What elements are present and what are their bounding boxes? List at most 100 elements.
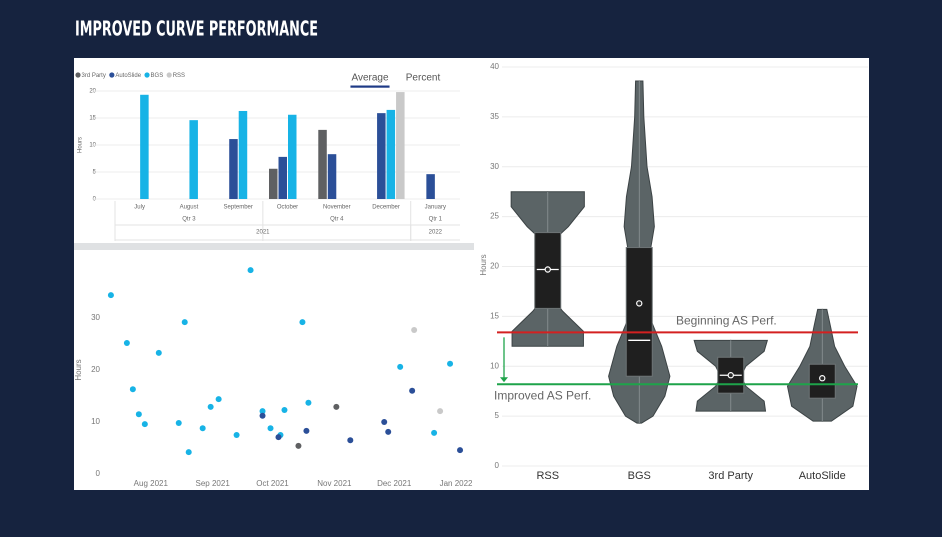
- legend-label: BGS: [151, 73, 164, 79]
- bar: [229, 139, 238, 199]
- y-tick-label: 35: [490, 112, 499, 121]
- scatter-point: [409, 387, 416, 394]
- bar: [278, 156, 287, 199]
- x-tick-label: August: [180, 205, 199, 211]
- mean: [544, 266, 551, 273]
- legend-marker: [166, 72, 172, 78]
- y-tick-label: 20: [91, 365, 100, 374]
- x-tick-label: Jan 2022: [440, 479, 473, 488]
- y-tick-label: 5: [495, 411, 500, 420]
- tab[interactable]: Percent: [406, 73, 441, 84]
- y-tick-label: 10: [91, 417, 100, 426]
- scatter-point: [431, 429, 438, 436]
- bar: [238, 110, 248, 199]
- y-tick-label: 5: [93, 170, 97, 176]
- bar-panel: [74, 58, 474, 243]
- legend-marker: [75, 72, 81, 78]
- bar: [377, 113, 386, 199]
- x-tick-label: January: [425, 205, 446, 211]
- y-axis-label: Hours: [78, 137, 84, 153]
- scatter-point: [447, 360, 454, 367]
- x-tick-label: September: [224, 205, 253, 211]
- scatter-point: [303, 427, 310, 434]
- scatter-point: [135, 411, 142, 418]
- x-tick-label: October: [277, 205, 298, 211]
- scatter-point: [281, 407, 288, 414]
- tab[interactable]: Average: [351, 73, 389, 84]
- scatter-point: [259, 408, 266, 415]
- box: [625, 247, 653, 377]
- bar: [386, 109, 396, 199]
- scatter-point: [385, 428, 392, 435]
- x-tick-label: Oct 2021: [256, 479, 289, 488]
- legend-label: 3rd Party: [82, 73, 106, 79]
- scatter-point: [175, 420, 182, 427]
- tab-underline: [350, 85, 390, 88]
- scatter-point: [141, 421, 148, 428]
- y-tick-label: 20: [490, 262, 499, 271]
- scatter-panel: [74, 250, 474, 490]
- scatter-point: [457, 447, 464, 454]
- scatter-point: [295, 442, 302, 449]
- x-tick-label: RSS: [536, 470, 559, 482]
- panel-divider: [74, 243, 474, 250]
- x-tick-label: July: [134, 205, 145, 211]
- arrow-head: [500, 377, 508, 383]
- y-tick-label: 15: [490, 311, 499, 320]
- bar: [269, 168, 278, 199]
- scatter-point: [129, 386, 136, 393]
- bar: [140, 94, 149, 199]
- bar: [327, 154, 337, 199]
- scatter-point: [381, 419, 388, 425]
- y-axis-label: Hours: [479, 254, 488, 275]
- scatter-point: [247, 267, 254, 274]
- y-tick-label: 0: [495, 461, 500, 470]
- scatter-point: [181, 319, 188, 326]
- page-title: IMPROVED CURVE PERFORMANCE: [75, 17, 318, 41]
- y-tick-label: 20: [89, 89, 96, 95]
- scatter-point: [267, 425, 274, 432]
- bar: [396, 92, 405, 199]
- year-label: 2021: [256, 230, 270, 236]
- scatter-point: [397, 363, 404, 370]
- scatter-point: [305, 399, 312, 406]
- legend-label: AutoSlide: [115, 73, 141, 79]
- violin-panel: [474, 58, 869, 490]
- scatter-point: [155, 349, 162, 356]
- x-tick-label: Nov 2021: [317, 479, 352, 488]
- bar: [318, 129, 327, 199]
- x-tick-label: 3rd Party: [708, 470, 753, 482]
- mean: [727, 372, 734, 379]
- y-tick-label: 10: [89, 143, 96, 149]
- bar: [189, 120, 198, 199]
- legend-label: RSS: [173, 73, 185, 79]
- bar: [426, 174, 435, 199]
- x-tick-label: Dec 2021: [377, 479, 412, 488]
- x-tick-label: BGS: [628, 470, 651, 482]
- quarter-label: Qtr 4: [330, 217, 344, 223]
- year-label: 2022: [429, 230, 443, 236]
- y-tick-label: 0: [96, 469, 101, 478]
- mean: [819, 375, 826, 382]
- legend-marker: [144, 72, 150, 78]
- x-tick-label: December: [372, 205, 400, 211]
- x-tick-label: November: [323, 205, 351, 211]
- scatter-point: [347, 437, 354, 444]
- scatter-point: [411, 326, 418, 333]
- scatter-point: [199, 425, 206, 432]
- scatter-point: [299, 319, 306, 326]
- scatter-point: [275, 434, 282, 441]
- y-tick-label: 30: [490, 162, 499, 171]
- bar: [288, 114, 297, 199]
- scatter-point: [333, 403, 340, 410]
- x-tick-label: AutoSlide: [799, 470, 846, 482]
- scatter-point: [233, 432, 240, 438]
- y-tick-label: 25: [490, 212, 499, 221]
- scatter-point: [437, 408, 444, 415]
- legend-marker: [109, 72, 115, 78]
- scatter-point: [185, 449, 192, 456]
- scatter-point: [207, 403, 214, 410]
- x-tick-label: Aug 2021: [134, 479, 169, 488]
